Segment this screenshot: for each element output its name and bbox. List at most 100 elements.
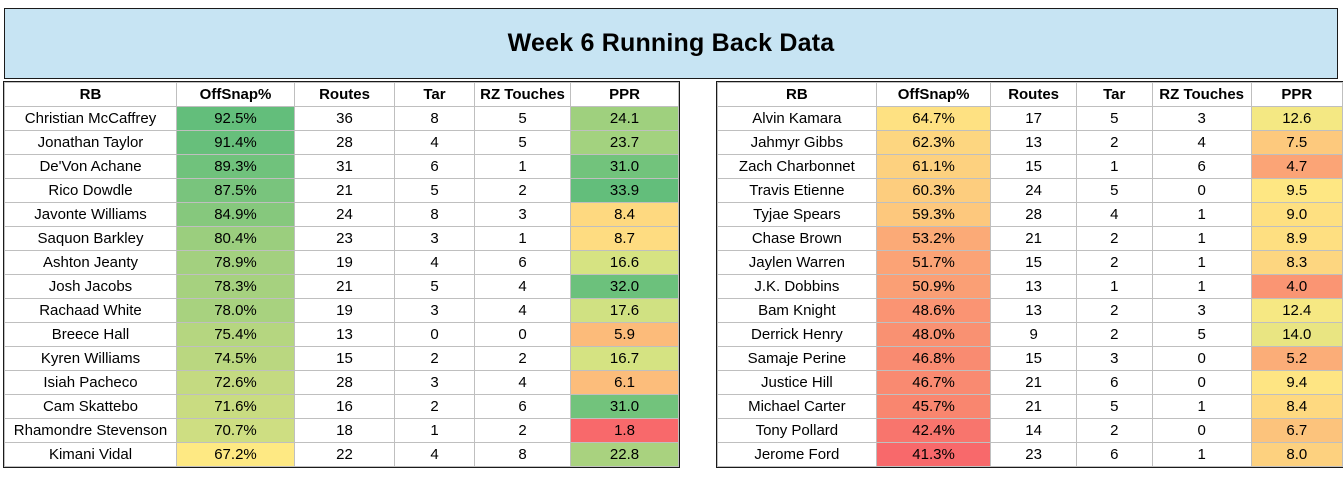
cell-ppr: 6.7 (1250, 418, 1343, 443)
cell-offsnap: 51.7% (875, 250, 992, 275)
cell-tar: 3 (394, 370, 475, 395)
cell-rb: Bam Knight (717, 298, 877, 323)
cell-rb: Samaje Perine (717, 346, 877, 371)
cell-rz-touches: 3 (1151, 106, 1252, 131)
cell-offsnap: 78.9% (176, 250, 295, 275)
cell-rb: Justice Hill (717, 370, 877, 395)
cell-ppr: 12.6 (1250, 106, 1343, 131)
cell-ppr: 9.4 (1250, 370, 1343, 395)
cell-rb: Jonathan Taylor (4, 130, 177, 155)
table-row: Alvin Kamara 64.7% 17 5 3 12.6 (717, 106, 1343, 131)
cell-offsnap: 50.9% (875, 274, 992, 299)
cell-rb: Kyren Williams (4, 346, 177, 371)
cell-rb: Breece Hall (4, 322, 177, 347)
table-row: Michael Carter 45.7% 21 5 1 8.4 (717, 394, 1343, 419)
table-row: Tony Pollard 42.4% 14 2 0 6.7 (717, 418, 1343, 443)
cell-offsnap: 64.7% (875, 106, 992, 131)
cell-routes: 28 (294, 370, 395, 395)
cell-routes: 21 (294, 274, 395, 299)
cell-offsnap: 92.5% (176, 106, 295, 131)
cell-rz-touches: 0 (474, 322, 571, 347)
cell-rb: Isiah Pacheco (4, 370, 177, 395)
table-row: Jonathan Taylor 91.4% 28 4 5 23.7 (4, 130, 679, 155)
cell-rb: Jaylen Warren (717, 250, 877, 275)
cell-ppr: 12.4 (1250, 298, 1343, 323)
col-header-rz-touches: RZ Touches (1151, 82, 1252, 107)
cell-rz-touches: 1 (474, 226, 571, 251)
cell-ppr: 31.0 (570, 394, 679, 419)
cell-tar: 1 (394, 418, 475, 443)
table-row: Saquon Barkley 80.4% 23 3 1 8.7 (4, 226, 679, 251)
cell-tar: 5 (1075, 394, 1153, 419)
cell-ppr: 32.0 (570, 274, 679, 299)
cell-routes: 15 (990, 154, 1077, 179)
cell-rz-touches: 4 (474, 298, 571, 323)
cell-offsnap: 59.3% (875, 202, 992, 227)
cell-routes: 19 (294, 298, 395, 323)
cell-routes: 23 (294, 226, 395, 251)
cell-tar: 6 (1075, 442, 1153, 467)
cell-rb: De'Von Achane (4, 154, 177, 179)
col-header-routes: Routes (294, 82, 395, 107)
table-row: Derrick Henry 48.0% 9 2 5 14.0 (717, 322, 1343, 347)
cell-offsnap: 78.3% (176, 274, 295, 299)
cell-routes: 15 (990, 250, 1077, 275)
cell-ppr: 1.8 (570, 418, 679, 443)
cell-offsnap: 87.5% (176, 178, 295, 203)
cell-routes: 21 (990, 226, 1077, 251)
col-header-tar: Tar (1075, 82, 1153, 107)
cell-tar: 2 (1075, 298, 1153, 323)
col-header-rz-touches: RZ Touches (474, 82, 571, 107)
table-row: Josh Jacobs 78.3% 21 5 4 32.0 (4, 274, 679, 299)
table-row: Travis Etienne 60.3% 24 5 0 9.5 (717, 178, 1343, 203)
header-row: RB OffSnap% Routes Tar RZ Touches PPR (4, 82, 679, 107)
cell-offsnap: 75.4% (176, 322, 295, 347)
cell-routes: 23 (990, 442, 1077, 467)
cell-offsnap: 84.9% (176, 202, 295, 227)
table-row: Jaylen Warren 51.7% 15 2 1 8.3 (717, 250, 1343, 275)
table-row: Zach Charbonnet 61.1% 15 1 6 4.7 (717, 154, 1343, 179)
cell-offsnap: 70.7% (176, 418, 295, 443)
cell-ppr: 8.0 (1250, 442, 1343, 467)
cell-tar: 6 (394, 154, 475, 179)
table-row: Rhamondre Stevenson 70.7% 18 1 2 1.8 (4, 418, 679, 443)
cell-routes: 18 (294, 418, 395, 443)
cell-ppr: 33.9 (570, 178, 679, 203)
cell-tar: 2 (1075, 322, 1153, 347)
cell-offsnap: 78.0% (176, 298, 295, 323)
cell-rb: Christian McCaffrey (4, 106, 177, 131)
cell-rz-touches: 1 (1151, 226, 1252, 251)
cell-offsnap: 46.7% (875, 370, 992, 395)
cell-rz-touches: 2 (474, 418, 571, 443)
cell-rz-touches: 1 (1151, 394, 1252, 419)
col-header-routes: Routes (990, 82, 1077, 107)
table-row: Justice Hill 46.7% 21 6 0 9.4 (717, 370, 1343, 395)
cell-tar: 0 (394, 322, 475, 347)
cell-rz-touches: 5 (1151, 322, 1252, 347)
cell-tar: 5 (1075, 106, 1153, 131)
cell-rb: Tyjae Spears (717, 202, 877, 227)
cell-ppr: 9.5 (1250, 178, 1343, 203)
table-row: Ashton Jeanty 78.9% 19 4 6 16.6 (4, 250, 679, 275)
cell-routes: 31 (294, 154, 395, 179)
cell-ppr: 4.0 (1250, 274, 1343, 299)
title-banner: Week 6 Running Back Data (4, 8, 1338, 79)
col-header-offsnap: OffSnap% (176, 82, 295, 107)
cell-routes: 13 (990, 298, 1077, 323)
page-title: Week 6 Running Back Data (507, 29, 835, 57)
cell-rz-touches: 1 (1151, 274, 1252, 299)
table-row: Jerome Ford 41.3% 23 6 1 8.0 (717, 442, 1343, 467)
col-header-rb: RB (4, 82, 177, 107)
cell-routes: 19 (294, 250, 395, 275)
cell-rz-touches: 6 (1151, 154, 1252, 179)
cell-offsnap: 60.3% (875, 178, 992, 203)
cell-offsnap: 74.5% (176, 346, 295, 371)
cell-offsnap: 48.6% (875, 298, 992, 323)
cell-rb: Rachaad White (4, 298, 177, 323)
cell-offsnap: 62.3% (875, 130, 992, 155)
cell-rb: Derrick Henry (717, 322, 877, 347)
table-row: Rico Dowdle 87.5% 21 5 2 33.9 (4, 178, 679, 203)
cell-ppr: 8.3 (1250, 250, 1343, 275)
cell-routes: 13 (990, 274, 1077, 299)
cell-routes: 13 (294, 322, 395, 347)
